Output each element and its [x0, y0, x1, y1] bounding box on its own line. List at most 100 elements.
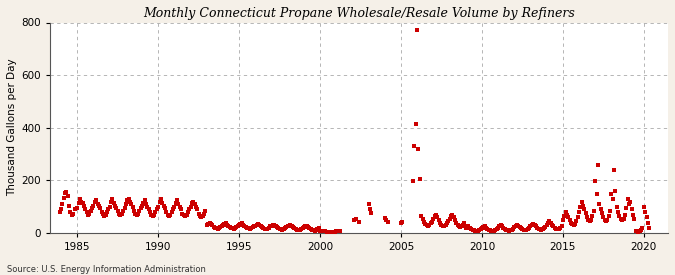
Point [458, 222, 468, 227]
Point [73, 201, 84, 205]
Point [379, 216, 390, 220]
Point [641, 215, 652, 219]
Point [636, 228, 647, 233]
Point [166, 210, 177, 214]
Title: Monthly Connecticut Propane Wholesale/Resale Volume by Refiners: Monthly Connecticut Propane Wholesale/Re… [143, 7, 575, 20]
Point [640, 210, 651, 214]
Point [559, 214, 570, 218]
Point [269, 222, 279, 227]
Point [154, 199, 165, 204]
Point [441, 221, 452, 225]
Point [348, 218, 359, 222]
Point [180, 214, 190, 218]
Point [107, 197, 118, 201]
Point [132, 211, 143, 216]
Point [155, 197, 166, 201]
Point [351, 217, 362, 221]
Point [478, 225, 489, 229]
Point [120, 202, 131, 206]
Point [601, 219, 612, 224]
Point [335, 229, 346, 234]
Point [580, 211, 591, 216]
Point [72, 205, 82, 210]
Point [323, 230, 333, 234]
Point [256, 225, 267, 229]
Point [266, 224, 277, 228]
Point [250, 224, 261, 228]
Point [148, 213, 159, 217]
Point [147, 214, 158, 218]
Point [466, 227, 477, 231]
Point [144, 210, 155, 214]
Point [455, 225, 466, 229]
Point [126, 202, 136, 206]
Point [104, 205, 115, 209]
Y-axis label: Thousand Gallons per Day: Thousand Gallons per Day [7, 59, 17, 196]
Point [282, 224, 293, 229]
Point [108, 201, 119, 205]
Point [270, 224, 281, 228]
Point [312, 227, 323, 232]
Point [136, 204, 147, 208]
Point [184, 207, 194, 212]
Point [608, 197, 618, 201]
Point [500, 227, 510, 231]
Point [142, 205, 153, 209]
Point [242, 226, 252, 230]
Point [332, 229, 343, 233]
Point [620, 213, 630, 217]
Point [518, 228, 529, 232]
Point [597, 211, 608, 216]
Point [624, 202, 634, 206]
Point [232, 224, 243, 228]
Point [566, 220, 576, 225]
Point [467, 228, 478, 232]
Point [470, 229, 481, 233]
Point [100, 213, 111, 217]
Point [495, 223, 506, 227]
Point [544, 219, 555, 224]
Point [417, 217, 428, 221]
Point [271, 225, 282, 229]
Point [436, 222, 447, 227]
Point [551, 227, 562, 231]
Point [124, 199, 135, 204]
Point [585, 219, 595, 224]
Point [238, 222, 248, 227]
Point [162, 213, 173, 217]
Point [594, 202, 605, 206]
Point [243, 226, 254, 230]
Point [364, 207, 375, 211]
Point [294, 227, 305, 232]
Point [593, 163, 603, 167]
Point [189, 202, 200, 206]
Point [67, 213, 78, 217]
Point [536, 228, 547, 232]
Point [520, 228, 531, 233]
Point [163, 214, 174, 218]
Point [209, 226, 220, 230]
Point [159, 206, 170, 211]
Point [446, 214, 456, 218]
Point [431, 213, 441, 217]
Point [101, 210, 112, 214]
Point [289, 226, 300, 230]
Point [196, 215, 207, 219]
Point [213, 226, 224, 230]
Point [198, 211, 209, 216]
Point [217, 223, 228, 227]
Point [87, 206, 98, 211]
Point [579, 207, 590, 212]
Point [88, 204, 99, 208]
Point [477, 226, 487, 230]
Point [135, 206, 146, 211]
Point [595, 207, 606, 212]
Point [487, 229, 498, 233]
Point [556, 224, 567, 228]
Point [591, 191, 602, 196]
Point [91, 198, 102, 203]
Point [510, 224, 521, 228]
Point [603, 214, 614, 218]
Point [483, 228, 494, 232]
Point [146, 213, 157, 217]
